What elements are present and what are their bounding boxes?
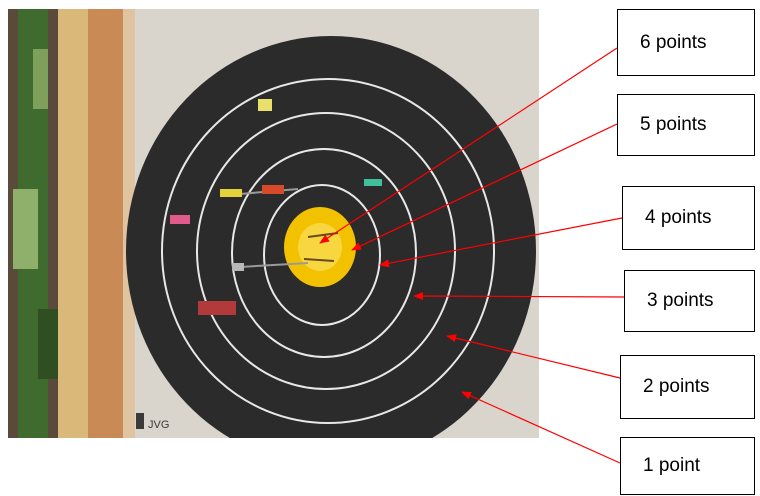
wood-post [58,9,88,438]
arrow-fletching [262,185,284,194]
target-photo: JVG [8,9,539,438]
foliage-highlight [33,49,48,109]
arrow-shaft [239,262,309,268]
arrow-fletching [258,99,272,111]
wood-frame [88,9,126,438]
target-illustration: JVG [8,9,539,438]
label-4-points: 4 points [622,186,755,250]
foliage-shadow [38,309,58,379]
label-5-points: 5 points [617,94,755,156]
arrow-fletching [220,189,242,197]
label-2-points: 2 points [620,355,755,419]
foliage-highlight [13,189,38,269]
arrow-fletching [232,263,244,271]
label-1-point: 1 point [620,437,755,495]
label-6-points: 6 points [617,9,755,76]
arrow-fletching [198,301,236,315]
label-3-points: 3 points [624,270,755,332]
arrow-shaft [303,258,335,262]
arrow-fletching [170,215,190,224]
watermark-icon [136,413,144,429]
arrow-fletching [364,179,382,186]
watermark-text: JVG [148,419,169,431]
